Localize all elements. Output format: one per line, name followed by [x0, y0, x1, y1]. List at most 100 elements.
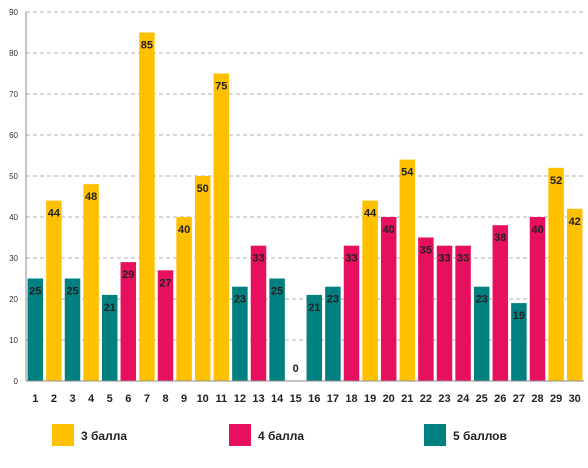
data-label: 23	[327, 294, 339, 306]
y-tick-label: 30	[9, 254, 18, 263]
x-tick-label: 26	[494, 393, 506, 405]
data-label: 54	[401, 167, 414, 179]
gridlines	[26, 11, 584, 341]
legend-swatch	[52, 424, 74, 446]
bar	[250, 245, 267, 381]
x-tick-label: 11	[215, 393, 227, 405]
bar	[232, 286, 248, 381]
data-label: 85	[141, 40, 153, 52]
bar	[83, 184, 99, 381]
y-tick-label: 90	[9, 8, 18, 17]
y-tick-label: 10	[9, 336, 18, 345]
data-label: 35	[420, 245, 432, 257]
data-label: 44	[48, 208, 61, 220]
bar	[120, 262, 137, 381]
bar	[194, 176, 211, 381]
data-label: 75	[215, 81, 227, 93]
data-label: 48	[85, 191, 97, 203]
x-tick-label: 24	[457, 393, 470, 405]
data-label: 23	[476, 294, 488, 306]
data-label: 40	[531, 224, 543, 236]
y-tick-label: 20	[9, 295, 18, 304]
bar	[157, 270, 174, 381]
data-label: 23	[234, 294, 246, 306]
x-tick-label: 15	[290, 393, 302, 405]
legend-swatch	[229, 424, 251, 446]
x-tick-label: 25	[476, 393, 488, 405]
x-tick-label: 23	[438, 393, 450, 405]
x-tick-label: 22	[420, 393, 432, 405]
bar	[566, 208, 583, 381]
x-tick-label: 8	[162, 393, 168, 405]
bar	[306, 294, 323, 381]
x-tick-label: 30	[569, 393, 581, 405]
data-label: 40	[383, 224, 395, 236]
data-label: 40	[178, 224, 190, 236]
y-axis: 0 10 20 30 40 50 60 70 80 90	[9, 8, 27, 386]
bar	[27, 278, 44, 381]
data-label: 38	[494, 232, 506, 244]
legend-item: 3 балла	[52, 424, 127, 446]
data-label: 33	[252, 253, 264, 265]
bar	[548, 167, 564, 381]
x-tick-label: 5	[107, 393, 113, 405]
bars	[27, 32, 583, 381]
data-label: 33	[457, 253, 469, 265]
x-tick-label: 14	[271, 393, 284, 405]
x-tick-label: 21	[401, 393, 413, 405]
bar	[176, 217, 192, 381]
bar	[473, 286, 490, 381]
bar	[529, 217, 546, 381]
x-tick-label: 4	[88, 393, 95, 405]
data-label: 33	[345, 253, 357, 265]
x-tick-label: 12	[234, 393, 246, 405]
data-label: 29	[122, 269, 134, 281]
y-tick-label: 80	[9, 49, 18, 58]
legend-label: 5 баллов	[453, 429, 507, 443]
bar	[343, 245, 360, 381]
x-tick-label: 17	[327, 393, 339, 405]
y-tick-label: 50	[9, 172, 18, 181]
y-tick-label: 40	[9, 213, 18, 222]
y-tick-label: 0	[14, 377, 19, 386]
bar	[64, 278, 81, 381]
x-tick-label: 27	[513, 393, 525, 405]
data-label: 0	[293, 363, 299, 375]
bar	[380, 217, 397, 381]
bar	[213, 73, 230, 381]
data-labels: 25 44 25 48 21 29 85 27 40 50 75 23 33 25 0 21 23 33 44 40 5…	[29, 40, 581, 376]
data-label: 25	[271, 286, 283, 298]
bar	[139, 32, 155, 381]
x-tick-label: 28	[531, 393, 543, 405]
x-tick-label: 1	[32, 393, 38, 405]
x-tick-label: 20	[383, 393, 395, 405]
bar	[455, 245, 471, 381]
data-label: 19	[513, 310, 525, 322]
data-label: 44	[364, 208, 377, 220]
legend-label: 4 балла	[258, 429, 304, 443]
x-tick-label: 13	[252, 393, 264, 405]
legend-label: 3 балла	[81, 429, 127, 443]
data-label: 52	[550, 175, 562, 187]
legend-swatch	[424, 424, 446, 446]
bar	[101, 294, 118, 381]
bar	[269, 278, 285, 381]
data-label: 21	[104, 302, 116, 314]
bar	[418, 237, 434, 381]
x-tick-label: 29	[550, 393, 562, 405]
data-label: 33	[438, 253, 450, 265]
bar	[325, 286, 341, 381]
data-label: 25	[66, 286, 78, 298]
x-tick-label: 3	[69, 393, 75, 405]
x-axis: 1 2 3 4 5 6 7 8 9 10 11 12 13 14 15 16 17 18 19 20 21 22 23 24 2…	[26, 380, 584, 405]
x-tick-label: 9	[181, 393, 187, 405]
x-tick-label: 10	[197, 393, 209, 405]
bar	[436, 245, 453, 381]
legend: 3 балла 4 балла 5 баллов	[52, 424, 507, 446]
y-tick-label: 60	[9, 131, 18, 140]
x-tick-label: 2	[51, 393, 57, 405]
bar	[399, 159, 416, 381]
legend-item: 5 баллов	[424, 424, 507, 446]
bar	[362, 200, 378, 381]
